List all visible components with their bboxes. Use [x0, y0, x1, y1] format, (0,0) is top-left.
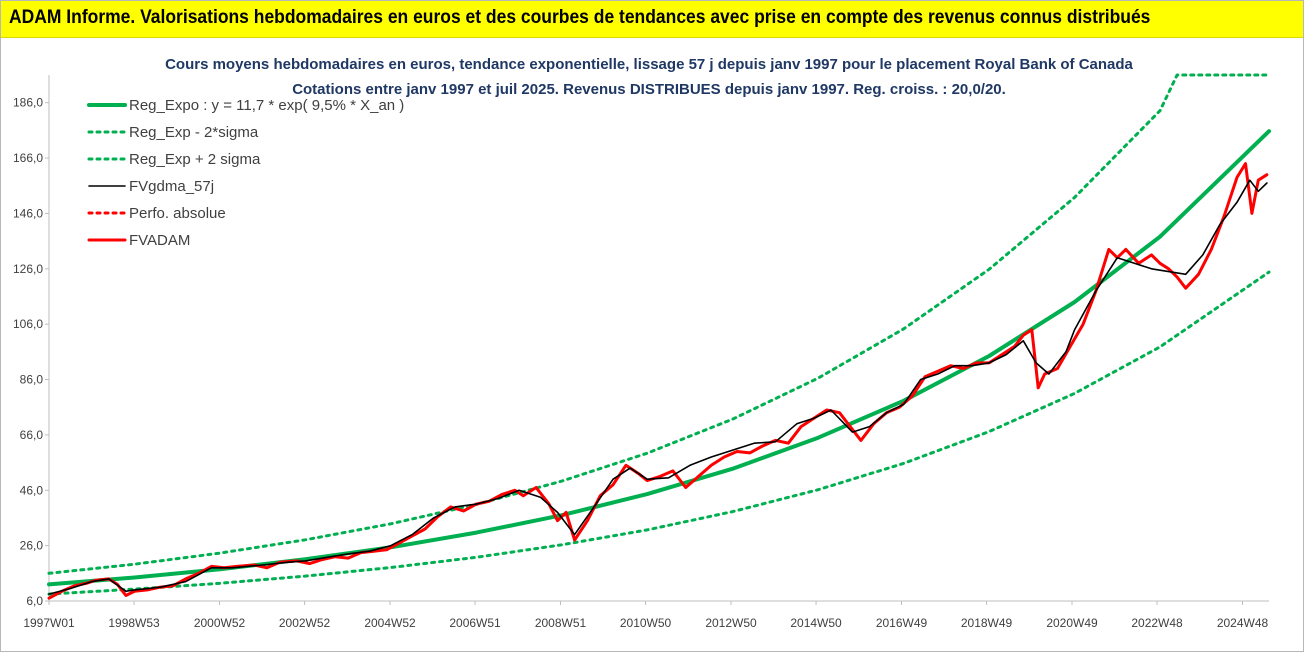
x-tick-label: 2000W52 — [194, 616, 246, 630]
legend-label: FVADAM — [129, 232, 190, 249]
y-tick-label: 26,0 — [20, 539, 44, 553]
legend-label: Reg_Exp - 2*sigma — [129, 124, 259, 141]
chart-legend: Reg_Expo : y = 11,7 * exp( 9,5% * X_an )… — [87, 97, 404, 249]
legend-label: Reg_Exp + 2 sigma — [129, 151, 261, 168]
legend-label: FVgdma_57j — [129, 178, 214, 195]
y-tick-label: 186,0 — [13, 96, 43, 110]
legend-label: Reg_Expo : y = 11,7 * exp( 9,5% * X_an ) — [129, 97, 404, 114]
x-tick-label: 2016W49 — [876, 616, 928, 630]
y-tick-label: 166,0 — [13, 151, 43, 165]
line-chart: Cours moyens hebdomadaires en euros, ten… — [13, 56, 1271, 630]
x-tick-label: 2020W49 — [1046, 616, 1098, 630]
x-tick-label: 2018W49 — [961, 616, 1013, 630]
x-tick-label: 2008W51 — [535, 616, 587, 630]
y-tick-label: 146,0 — [13, 206, 43, 220]
x-tick-label: 2004W52 — [364, 616, 416, 630]
y-tick-label: 86,0 — [20, 373, 44, 387]
chart-title: Cours moyens hebdomadaires en euros, ten… — [165, 56, 1133, 73]
series-line-0 — [47, 129, 1271, 587]
series-line-2 — [47, 73, 1271, 575]
y-tick-label: 66,0 — [20, 428, 44, 442]
series-line-1 — [47, 270, 1271, 596]
y-tick-label: 106,0 — [13, 317, 43, 331]
x-tick-label: 2006W51 — [449, 616, 501, 630]
report-banner: ADAM Informe. Valorisations hebdomadaire… — [1, 1, 1303, 38]
chart-subtitle: Cotations entre janv 1997 et juil 2025. … — [292, 81, 1006, 98]
series-line-3 — [48, 179, 1268, 595]
y-tick-label: 46,0 — [20, 483, 44, 497]
x-tick-label: 2002W52 — [279, 616, 331, 630]
legend-label: Perfo. absolue — [129, 205, 226, 222]
x-tick-label: 2014W50 — [790, 616, 842, 630]
x-tick-label: 2022W48 — [1131, 616, 1183, 630]
series-line-5 — [47, 162, 1269, 600]
x-tick-label: 2010W50 — [620, 616, 672, 630]
y-tick-label: 126,0 — [13, 262, 43, 276]
x-tick-label: 1997W01 — [23, 616, 75, 630]
x-tick-label: 2012W50 — [705, 616, 757, 630]
banner-title: ADAM Informe. Valorisations hebdomadaire… — [9, 7, 1151, 28]
plot-area: 6,0 26,0 46,0 66,0 86,0 106,0 126,0 146,0 166,0 1… — [13, 73, 1271, 630]
x-tick-label: 1998W53 — [108, 616, 160, 630]
y-tick-label: 6,0 — [26, 594, 43, 608]
x-tick-label: 2024W48 — [1217, 616, 1269, 630]
